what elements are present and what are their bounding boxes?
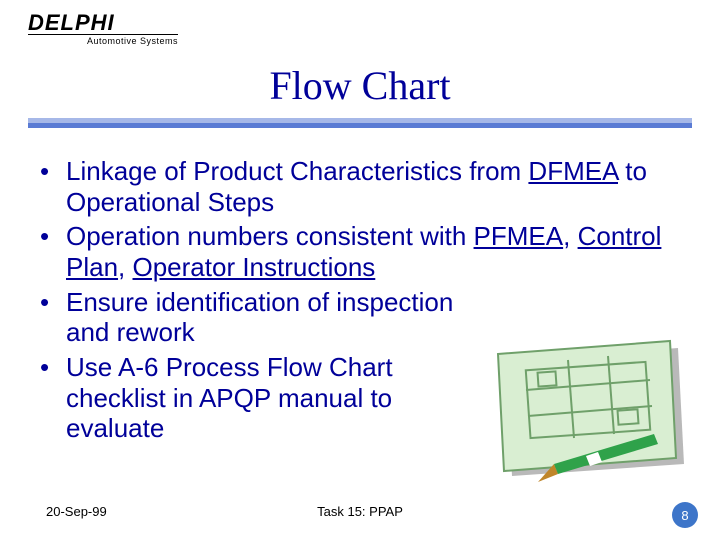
footer-task: Task 15: PPAP [0, 504, 720, 519]
logo-wordmark: DELPHI [28, 10, 178, 36]
footer: 20-Sep-99 Task 15: PPAP [0, 504, 720, 524]
title-rule [28, 118, 692, 128]
bullet-item: Ensure identification of inspection and … [36, 287, 476, 348]
page-title: Flow Chart [0, 62, 720, 109]
blueprint-clipart [478, 326, 688, 496]
page-number: 8 [681, 508, 688, 523]
bullet-item: Linkage of Product Characteristics from … [36, 156, 684, 217]
page-number-badge: 8 [672, 502, 698, 528]
logo: DELPHI Automotive Systems [28, 10, 178, 46]
bullet-item: Use A-6 Process Flow Chart checklist in … [36, 352, 476, 444]
bullet-item: Operation numbers consistent with PFMEA,… [36, 221, 684, 282]
